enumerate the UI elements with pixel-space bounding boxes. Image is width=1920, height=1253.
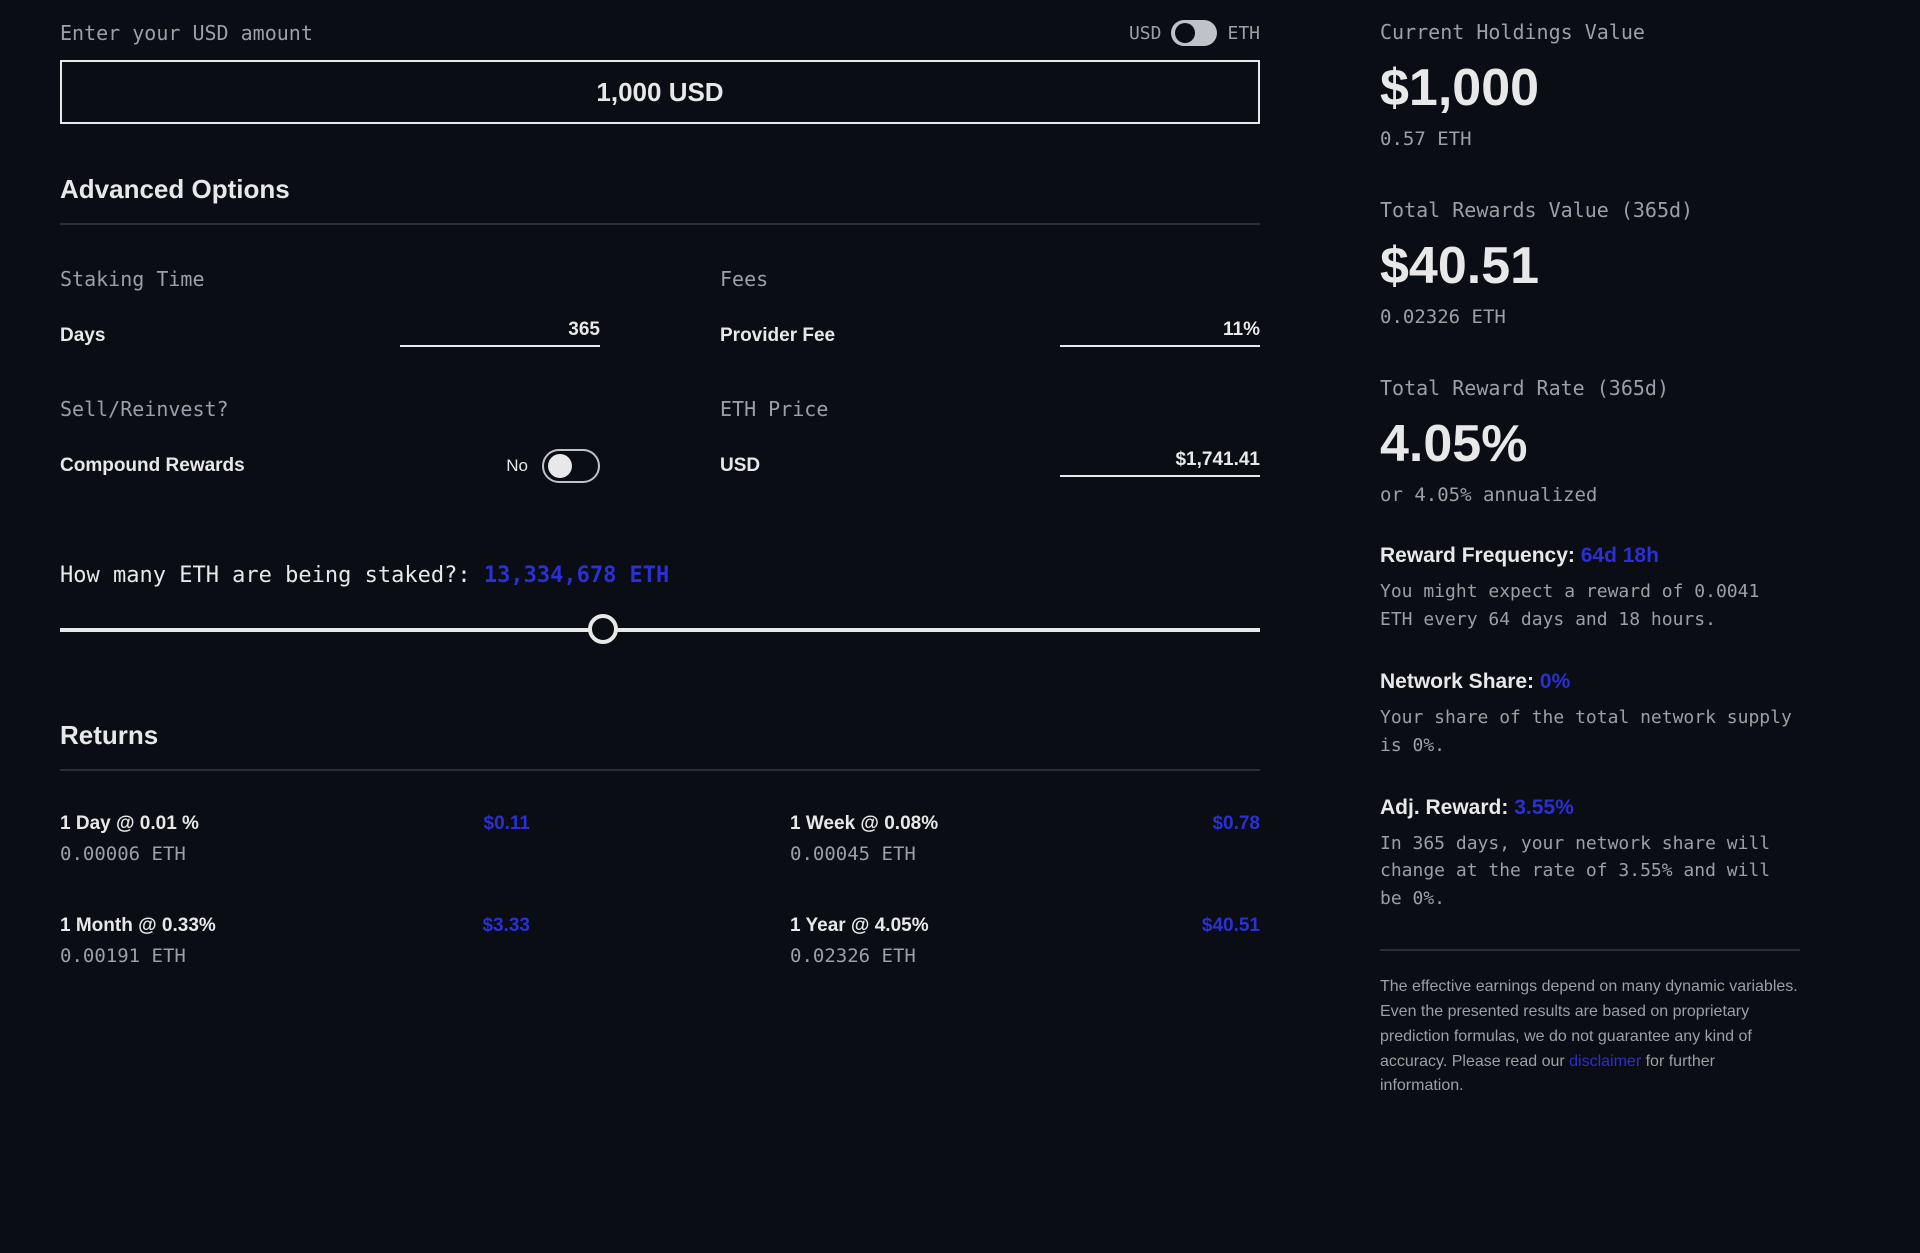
return-eth: 0.02326 ETH xyxy=(790,945,929,967)
rewards-usd: $40.51 xyxy=(1380,236,1800,296)
adj-label: Adj. Reward: xyxy=(1380,796,1508,819)
rate-pct: 4.05% xyxy=(1380,414,1800,474)
return-row: 1 Week @ 0.08% 0.00045 ETH $0.78 xyxy=(790,813,1260,865)
return-title: 1 Year @ 4.05% xyxy=(790,915,929,937)
fees-label: Fees xyxy=(720,267,1260,291)
divider xyxy=(60,769,1260,771)
return-row: 1 Day @ 0.01 % 0.00006 ETH $0.11 xyxy=(60,813,530,865)
staked-label: How many ETH are being staked?: xyxy=(60,563,471,588)
divider xyxy=(1380,949,1800,951)
advanced-title: Advanced Options xyxy=(60,174,1260,205)
eth-price-usd-label: USD xyxy=(720,455,760,477)
currency-toggle-group: USD ETH xyxy=(1129,20,1260,46)
eth-price-input[interactable]: $1,741.41 xyxy=(1060,449,1260,477)
return-usd: $40.51 xyxy=(1202,915,1260,937)
share-desc: Your share of the total network supply i… xyxy=(1380,704,1800,760)
staked-value: 13,334,678 ETH xyxy=(484,563,669,588)
share-value: 0% xyxy=(1540,670,1570,693)
provider-fee-label: Provider Fee xyxy=(720,325,835,347)
days-input[interactable]: 365 xyxy=(400,319,600,347)
sell-reinvest-label: Sell/Reinvest? xyxy=(60,397,600,421)
divider xyxy=(60,223,1260,225)
returns-title: Returns xyxy=(60,720,1260,751)
return-eth: 0.00191 ETH xyxy=(60,945,216,967)
freq-value: 64d 18h xyxy=(1581,544,1659,567)
disclaimer: The effective earnings depend on many dy… xyxy=(1380,975,1800,1099)
compound-toggle[interactable] xyxy=(542,449,600,483)
return-title: 1 Month @ 0.33% xyxy=(60,915,216,937)
adj-desc: In 365 days, your network share will cha… xyxy=(1380,830,1800,914)
amount-label: Enter your USD amount xyxy=(60,21,313,45)
provider-fee-input[interactable]: 11% xyxy=(1060,319,1260,347)
return-usd: $3.33 xyxy=(482,915,530,937)
rewards-eth: 0.02326 ETH xyxy=(1380,306,1800,328)
rate-label: Total Reward Rate (365d) xyxy=(1380,376,1800,400)
days-label: Days xyxy=(60,325,105,347)
fees-block: Fees Provider Fee 11% xyxy=(720,267,1260,347)
return-eth: 0.00006 ETH xyxy=(60,843,199,865)
holdings-label: Current Holdings Value xyxy=(1380,20,1800,44)
eth-price-block: ETH Price USD $1,741.41 xyxy=(720,397,1260,483)
staked-slider[interactable] xyxy=(60,610,1260,650)
staking-time-block: Staking Time Days 365 xyxy=(60,267,600,347)
currency-usd-label: USD xyxy=(1129,23,1162,44)
currency-eth-label: ETH xyxy=(1227,23,1260,44)
return-row: 1 Year @ 4.05% 0.02326 ETH $40.51 xyxy=(790,915,1260,967)
return-usd: $0.78 xyxy=(1212,813,1260,835)
share-label: Network Share: xyxy=(1380,670,1534,693)
disclaimer-link[interactable]: disclaimer xyxy=(1569,1053,1641,1070)
amount-input[interactable]: 1,000 USD xyxy=(60,60,1260,124)
staking-time-label: Staking Time xyxy=(60,267,600,291)
adj-value: 3.55% xyxy=(1514,796,1574,819)
freq-desc: You might expect a reward of 0.0041 ETH … xyxy=(1380,578,1800,634)
return-eth: 0.00045 ETH xyxy=(790,843,938,865)
sell-reinvest-block: Sell/Reinvest? Compound Rewards No xyxy=(60,397,600,483)
return-title: 1 Day @ 0.01 % xyxy=(60,813,199,835)
holdings-usd: $1,000 xyxy=(1380,58,1800,118)
rate-sub: or 4.05% annualized xyxy=(1380,484,1800,506)
return-title: 1 Week @ 0.08% xyxy=(790,813,938,835)
eth-price-label: ETH Price xyxy=(720,397,1260,421)
compound-label: Compound Rewards xyxy=(60,455,245,477)
rewards-label: Total Rewards Value (365d) xyxy=(1380,198,1800,222)
holdings-eth: 0.57 ETH xyxy=(1380,128,1800,150)
slider-thumb[interactable] xyxy=(588,614,618,644)
compound-no-label: No xyxy=(506,456,528,476)
staked-question: How many ETH are being staked?: 13,334,6… xyxy=(60,563,1260,588)
currency-toggle[interactable] xyxy=(1171,20,1217,46)
return-row: 1 Month @ 0.33% 0.00191 ETH $3.33 xyxy=(60,915,530,967)
freq-label: Reward Frequency: xyxy=(1380,544,1575,567)
return-usd: $0.11 xyxy=(484,813,531,835)
